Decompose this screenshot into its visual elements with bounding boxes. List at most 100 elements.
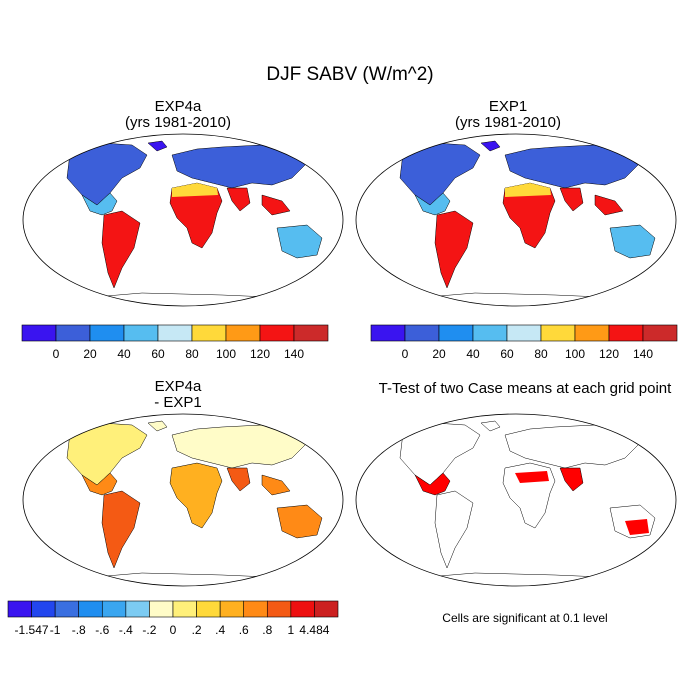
colorbar-tick-label: 0 bbox=[402, 347, 409, 361]
colorbar-box bbox=[314, 600, 339, 618]
central-america-significant bbox=[414, 472, 451, 496]
colorbar-box bbox=[191, 324, 227, 342]
colorbar-tick-label: 40 bbox=[466, 347, 480, 361]
colorbar-tick-label: 60 bbox=[500, 347, 514, 361]
colorbar-tick-label: 100 bbox=[565, 347, 585, 361]
central-america-shape bbox=[81, 192, 118, 216]
colorbar-tick-label: .6 bbox=[239, 623, 249, 637]
colorbar-box bbox=[123, 324, 159, 342]
map-exp4a bbox=[22, 133, 344, 307]
colorbar-box bbox=[89, 324, 125, 342]
eurasia-shape bbox=[171, 424, 308, 469]
colorbar-box bbox=[101, 600, 127, 618]
colorbar-box bbox=[608, 324, 644, 342]
panel-title-line1: EXP4a bbox=[154, 98, 202, 115]
sahara-band bbox=[172, 183, 218, 197]
india-significant bbox=[559, 467, 584, 492]
colorbar-tick-label: 0 bbox=[53, 347, 60, 361]
greenland-shape bbox=[480, 420, 501, 432]
colorbar-tick-label: -.2 bbox=[142, 623, 156, 637]
colorbar-tick-label: 4.484 bbox=[299, 623, 329, 637]
australia-shape bbox=[276, 224, 323, 259]
eurasia-shape bbox=[504, 144, 641, 189]
sahel-significant bbox=[515, 471, 549, 483]
eurasia-shape bbox=[504, 424, 641, 469]
north-america-shape bbox=[399, 142, 481, 206]
colorbar-box bbox=[196, 600, 221, 618]
colorbar-tick-label: 100 bbox=[216, 347, 236, 361]
south-america-shape bbox=[434, 210, 474, 289]
colorbar-box bbox=[259, 324, 295, 342]
southeast-asia-shape bbox=[594, 194, 624, 216]
sahara-band bbox=[505, 183, 551, 197]
colorbar-tick-label: 1 bbox=[288, 623, 295, 637]
colorbar-box bbox=[574, 324, 610, 342]
colorbar-box bbox=[243, 600, 268, 618]
panel-title-line1: EXP1 bbox=[488, 98, 528, 115]
colorbar-tick-label: 120 bbox=[599, 347, 619, 361]
colorbar-tick-label: .4 bbox=[215, 623, 225, 637]
colorbar-box bbox=[404, 324, 440, 342]
greenland-shape bbox=[147, 420, 168, 432]
southeast-asia-shape bbox=[261, 194, 291, 216]
colorbar-tick-label: .2 bbox=[192, 623, 202, 637]
colorbar-tick-label: -.8 bbox=[72, 623, 86, 637]
colorbar-box bbox=[55, 324, 91, 342]
colorbar-tick-label: 20 bbox=[432, 347, 446, 361]
colorbar-tick-label: -.6 bbox=[95, 623, 109, 637]
panel-title-line2: (yrs 1981-2010) bbox=[455, 114, 561, 131]
central-america-shape bbox=[81, 472, 118, 496]
colorbar-tick-label: -.4 bbox=[119, 623, 133, 637]
colorbar-tick-label: 20 bbox=[83, 347, 97, 361]
panel-title-line2: - EXP1 bbox=[154, 394, 202, 411]
australia-significant bbox=[625, 519, 649, 535]
north-america-shape bbox=[399, 422, 481, 486]
india-shape bbox=[226, 467, 251, 492]
north-america-shape bbox=[66, 422, 148, 486]
southeast-asia-shape bbox=[261, 474, 291, 496]
colorbar-box bbox=[219, 600, 245, 618]
india-shape bbox=[559, 187, 584, 212]
map-difference bbox=[22, 413, 344, 587]
south-america-shape bbox=[434, 490, 474, 569]
north-america-shape bbox=[66, 142, 148, 206]
colorbar-box bbox=[225, 324, 261, 342]
map-border bbox=[22, 413, 344, 587]
colorbar-tick-label: 120 bbox=[250, 347, 270, 361]
colorbar-box bbox=[438, 324, 474, 342]
colorbar-box bbox=[290, 600, 315, 618]
india-shape bbox=[226, 187, 251, 212]
colorbar-tick-label: .8 bbox=[262, 623, 272, 637]
map-exp1 bbox=[355, 133, 677, 307]
colorbar-box bbox=[149, 600, 174, 618]
map-border bbox=[22, 133, 344, 307]
panel-title-line2: (yrs 1981-2010) bbox=[125, 114, 231, 131]
colorbar-tick-label: -1.547 bbox=[15, 623, 49, 637]
colorbar-box bbox=[54, 600, 80, 618]
colorbar-box bbox=[7, 600, 32, 618]
colorbar-box bbox=[157, 324, 193, 342]
map-border bbox=[355, 413, 677, 587]
panel-title-ttest: T-Test of two Case means at each grid po… bbox=[378, 380, 672, 397]
colorbar-box bbox=[293, 324, 329, 342]
colorbar-exp4a: 0 20 40 60 80 100 120 140 bbox=[21, 324, 329, 361]
australia-shape bbox=[609, 224, 656, 259]
colorbar-tick-label: 140 bbox=[284, 347, 304, 361]
eurasia-shape bbox=[171, 144, 308, 189]
colorbar-box bbox=[125, 600, 150, 618]
colorbar-box bbox=[370, 324, 406, 342]
panel-title-exp4a: EXP4a (yrs 1981-2010) bbox=[58, 99, 298, 131]
colorbar-tick-label: 80 bbox=[534, 347, 548, 361]
panel-title-difference: EXP4a - EXP1 bbox=[58, 379, 298, 411]
greenland-shape bbox=[147, 140, 168, 152]
africa-shape bbox=[169, 462, 223, 529]
significance-note: Cells are significant at 0.1 level bbox=[442, 611, 608, 625]
colorbar-box bbox=[472, 324, 508, 342]
colorbar-tick-label: 60 bbox=[151, 347, 165, 361]
central-america-shape bbox=[414, 192, 451, 216]
colorbar-exp1: 0 20 40 60 80 100 120 140 bbox=[370, 324, 678, 361]
panel-title-exp1: EXP1 (yrs 1981-2010) bbox=[388, 99, 628, 131]
colorbar-box bbox=[31, 600, 56, 618]
colorbar-box bbox=[78, 600, 103, 618]
colorbar-box bbox=[540, 324, 576, 342]
